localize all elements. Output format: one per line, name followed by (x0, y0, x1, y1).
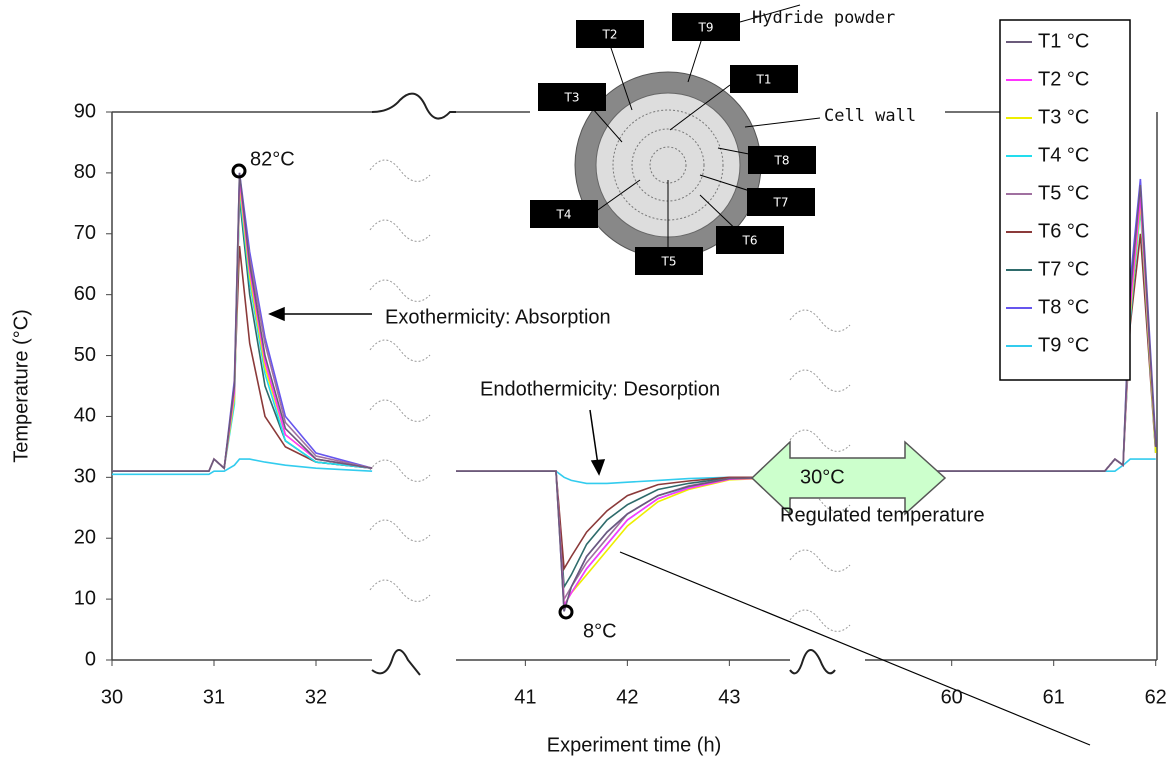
inset-label: T8 (774, 154, 790, 168)
y-tick-label: 30 (74, 466, 96, 488)
y-tick-label: 0 (85, 648, 96, 670)
y-axis-label: Temperature (°C) (10, 309, 32, 463)
y-tick-label: 80 (74, 161, 96, 183)
x-tick-label: 60 (941, 686, 963, 708)
x-tick-label: 30 (101, 686, 123, 708)
inset-label-box (748, 146, 816, 174)
inset-label-box (730, 65, 798, 93)
inset-wall-label: Cell wall (824, 106, 916, 126)
x-tick-label: 43 (718, 686, 740, 708)
x-tick-label: 41 (514, 686, 536, 708)
leader-line (619, 551, 1091, 746)
frame (111, 92, 1158, 676)
inset-label: T4 (556, 208, 572, 222)
annotation-arrows (268, 306, 606, 476)
legend-box (999, 19, 1131, 381)
annotation: 30°C (800, 466, 845, 488)
regulated-arrow (750, 440, 947, 516)
y-tick-label: 20 (74, 527, 96, 549)
inset-label: T5 (661, 255, 677, 269)
inset-label-box (716, 226, 784, 254)
series-line (112, 172, 1157, 612)
y-tick-label: 50 (74, 344, 96, 366)
y-tick-label: 40 (74, 405, 96, 427)
annotation: 8°C (583, 620, 617, 642)
inset-label: T3 (564, 91, 580, 105)
x-axis-label: Experiment time (h) (547, 734, 722, 756)
y-tick-label: 60 (74, 283, 96, 305)
inset-label-box (576, 20, 644, 48)
inset-label: T1 (756, 73, 772, 87)
legend-label: T1 °C (1038, 30, 1089, 52)
x-tick-label: 62 (1145, 686, 1167, 708)
annotation: Regulated temperature (780, 504, 985, 526)
x-tick-label: 32 (305, 686, 327, 708)
inset-label-box (747, 188, 815, 216)
inset-label-box (530, 200, 598, 228)
y-tick-label: 70 (74, 222, 96, 244)
inset-label: T2 (602, 28, 618, 42)
inset-label-box (538, 83, 606, 111)
inset-label: T9 (698, 21, 714, 35)
x-tick-label: 42 (616, 686, 638, 708)
series-line (112, 233, 1157, 572)
y-tick-label: 10 (74, 587, 96, 609)
legend-label: T6 °C (1038, 220, 1089, 242)
annotation: Exothermicity: Absorption (385, 306, 611, 328)
legend-label: T4 °C (1038, 144, 1089, 166)
inset-label: T6 (742, 234, 758, 248)
y-tick-label: 90 (74, 100, 96, 122)
min-marker (558, 604, 574, 620)
annotation: 82°C (250, 148, 295, 170)
inset-diagram (574, 4, 821, 262)
annotation: Endothermicity: Desorption (480, 378, 720, 400)
x-tick-label: 61 (1043, 686, 1065, 708)
plot (112, 172, 1157, 612)
inset-label-box (672, 13, 740, 41)
legend-label: T8 °C (1038, 296, 1089, 318)
legend-label: T5 °C (1038, 182, 1089, 204)
inset-label-box (635, 247, 703, 275)
inset-label: T7 (773, 196, 789, 210)
peak-marker (231, 163, 247, 179)
x-tick-label: 31 (203, 686, 225, 708)
inset-hydride-label: Hydride powder (752, 8, 895, 28)
legend-label: T2 °C (1038, 68, 1089, 90)
axis-break (369, 159, 851, 632)
legend-label: T7 °C (1038, 258, 1089, 280)
legend-label: T9 °C (1038, 334, 1089, 356)
legend-label: T3 °C (1038, 106, 1089, 128)
